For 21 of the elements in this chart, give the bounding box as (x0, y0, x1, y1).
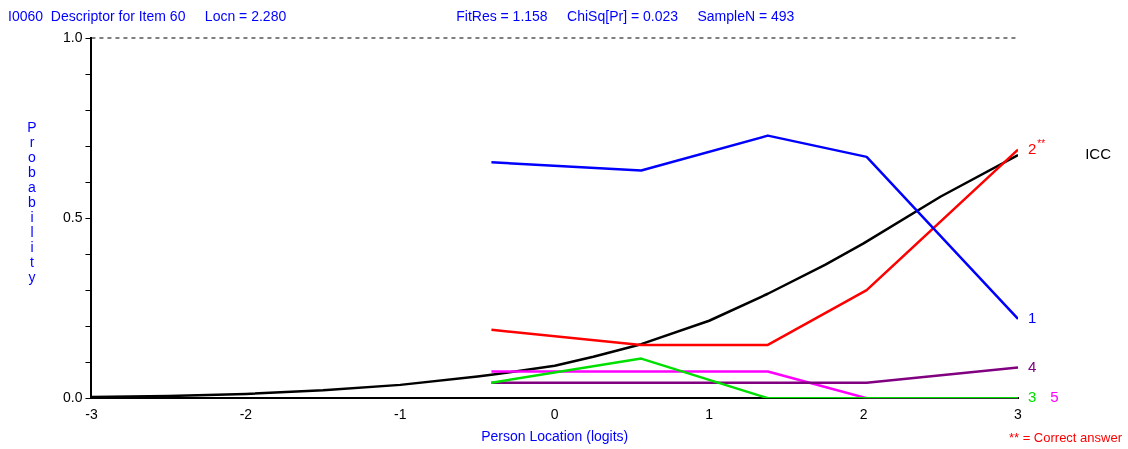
x-tick-label: 0 (550, 406, 559, 423)
series-label: 1 (1028, 309, 1037, 327)
series-label: 3 (1028, 388, 1037, 406)
x-tick-label: 2 (859, 406, 868, 423)
x-tick-label: -3 (85, 406, 98, 423)
text: ** = Correct answer (1008, 430, 1122, 445)
x-tick-label: -1 (394, 406, 407, 423)
x-tick-label: 3 (1014, 406, 1023, 423)
text: 5 (1050, 388, 1059, 406)
series-label: 4 (1028, 357, 1037, 375)
text: Probability (27, 119, 37, 285)
series-label: 2** (1028, 138, 1046, 157)
x-tick-label: 1 (705, 406, 714, 423)
text: ICC (1085, 145, 1112, 163)
chart-subtitle: FitRes = 1.158 ChiSq[Pr] = 0.023 SampleN = 493 (456, 8, 795, 24)
y-tick-label: 0.5 (62, 208, 83, 225)
y-tick-label: 0.0 (62, 389, 83, 406)
y-tick-label: 1.0 (62, 28, 83, 45)
chart-title: I0060 Descriptor for Item 60 Locn = 2.280 (8, 8, 287, 24)
x-axis-title: Person Location (logits) (481, 428, 629, 444)
x-tick-label: -2 (239, 406, 253, 423)
